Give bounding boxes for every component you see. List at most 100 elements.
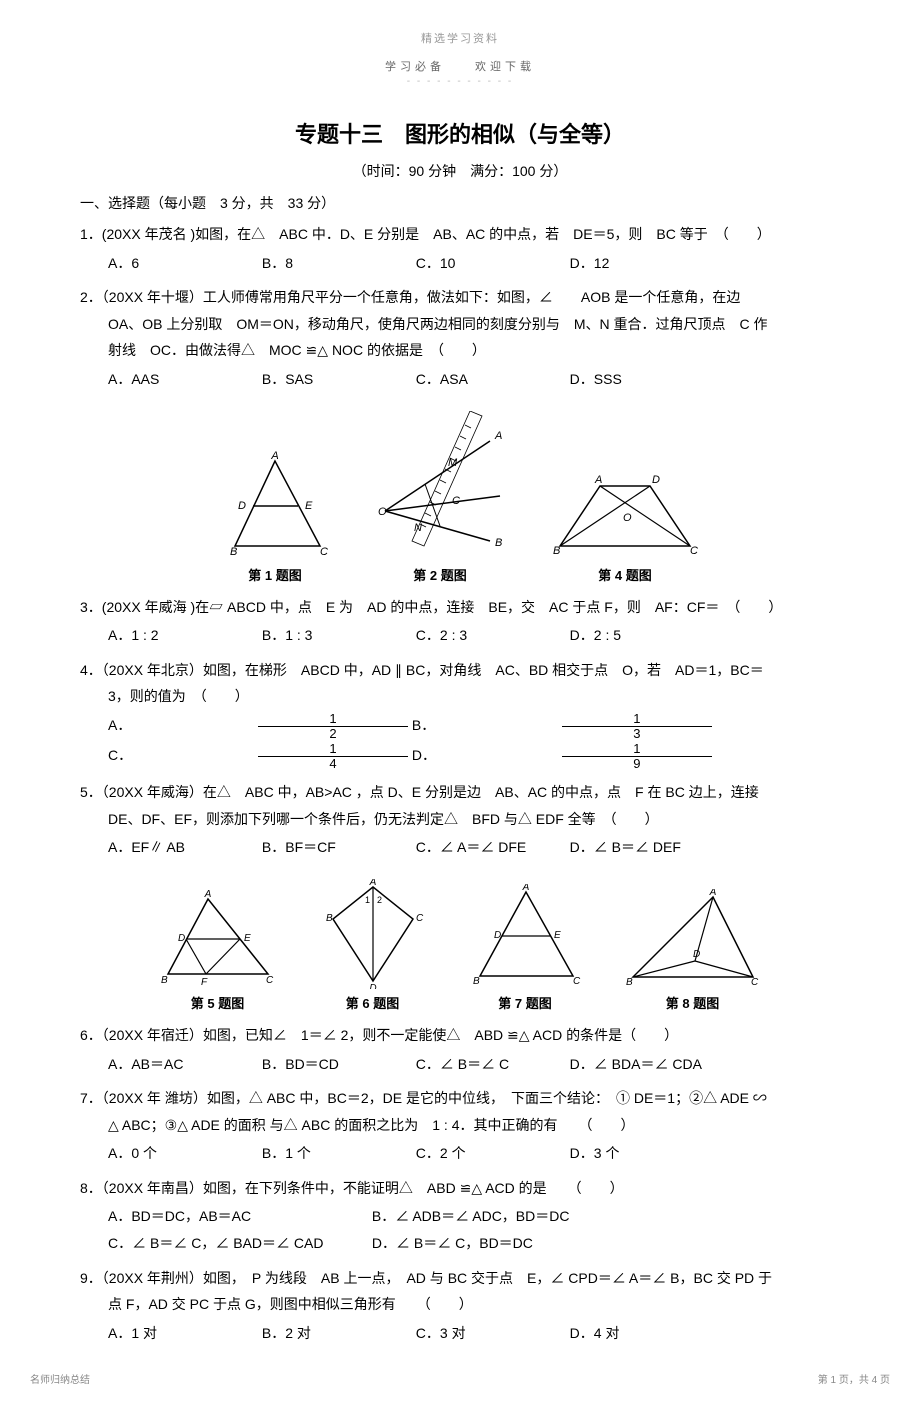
svg-text:C: C — [690, 545, 698, 557]
q8-opt-a: A．BD＝DC，AB＝AC — [108, 1203, 368, 1230]
svg-text:B: B — [626, 977, 633, 988]
q7-opt-c: C．2 个 — [416, 1140, 566, 1167]
page-footer: 名师归纳总结 第 1 页，共 4 页 — [30, 1371, 890, 1386]
q5-opt-c: C．∠ A＝∠ DFE — [416, 834, 566, 861]
q8-options: A．BD＝DC，AB＝AC B．∠ ADB＝∠ ADC，BD＝DC C．∠ B＝… — [80, 1203, 840, 1256]
q4-options: A．12 B．13 C．14 D．19 — [80, 712, 840, 771]
svg-text:D: D — [494, 930, 501, 941]
q7-stem-1: 7．（20XX 年 潍坊）如图，△ ABC 中，BC＝2，DE 是它的中位线， … — [80, 1085, 840, 1112]
q6-opt-a: A．AB＝AC — [108, 1051, 258, 1078]
q9-options: A．1 对 B．2 对 C．3 对 D．4 对 — [80, 1320, 840, 1347]
svg-text:A: A — [594, 474, 602, 486]
q6-options: A．AB＝AC B．BD＝CD C．∠ B＝∠ C D．∠ BDA＝∠ CDA — [80, 1051, 840, 1078]
q3-opt-d: D．2 : 5 — [570, 622, 720, 649]
footer-left: 名师归纳总结 — [30, 1371, 90, 1386]
q9-stem-1: 9．（20XX 年荆州）如图， P 为线段 AB 上一点， AD 与 BC 交于… — [80, 1265, 840, 1292]
trapezoid-icon: A D B C O — [550, 471, 700, 561]
question-6: 6．（20XX 年宿迁）如图，已知∠ 1＝∠ 2，则不一定能使△ ABD ≌△ … — [80, 1022, 840, 1077]
q2-stem-3: 射线 OC．由做法得△ MOC ≌△ NOC 的依据是 （ ） — [80, 337, 840, 364]
q8-opt-b: B．∠ ADB＝∠ ADC，BD＝DC — [372, 1203, 632, 1230]
q4-stem-2: 3，则的值为 （ ） — [80, 683, 840, 710]
triangle-def-icon: A D E B F C — [158, 889, 278, 989]
figure-row-2: A D E B F C 第 5 题图 A B C D 1 2 第 6 题图 A … — [80, 879, 840, 1012]
q9-opt-d: D．4 对 — [570, 1320, 720, 1347]
q7-opt-a: A．0 个 — [108, 1140, 258, 1167]
question-3: 3．(20XX 年威海 )在▱ ABCD 中，点 E 为 AD 的中点，连接 B… — [80, 594, 840, 649]
q7-opt-d: D．3 个 — [570, 1140, 720, 1167]
figure-q1: A D E B C 第 1 题图 — [220, 451, 330, 584]
triangle-midline-icon: A D E B C — [468, 884, 583, 989]
q7-stem-2: △ ABC；③△ ADE 的面积 与△ ABC 的面积之比为 1 : 4．其中正… — [80, 1112, 840, 1139]
q1-stem: 1．(20XX 年茂名 )如图，在△ ABC 中．D、E 分别是 AB、AC 的… — [80, 221, 840, 248]
svg-text:B: B — [326, 913, 333, 924]
q9-opt-a: A．1 对 — [108, 1320, 258, 1347]
svg-text:F: F — [201, 977, 208, 988]
svg-text:C: C — [320, 546, 328, 558]
q4-opt-a: A．12 — [108, 712, 408, 742]
fig4-caption: 第 4 题图 — [550, 565, 700, 584]
svg-text:C: C — [266, 975, 274, 986]
svg-text:O: O — [378, 506, 387, 518]
svg-text:C: C — [751, 977, 759, 988]
figure-q6: A B C D 1 2 第 6 题图 — [318, 879, 428, 1012]
q7-opt-b: B．1 个 — [262, 1140, 412, 1167]
q8-opt-c: C．∠ B＝∠ C，∠ BAD＝∠ CAD — [108, 1230, 368, 1257]
question-5: 5．（20XX 年威海）在△ ABC 中，AB>AC ，点 D、E 分别是边 A… — [80, 779, 840, 861]
svg-text:D: D — [238, 500, 246, 512]
q5-opt-b: B．BF＝CF — [262, 834, 412, 861]
fig7-caption: 第 7 题图 — [468, 993, 583, 1012]
doc-sub-note: 学习必备 欢迎下载 — [80, 58, 840, 74]
svg-text:C: C — [452, 495, 460, 507]
fig6-caption: 第 6 题图 — [318, 993, 428, 1012]
q2-opt-b: B．SAS — [262, 366, 412, 393]
svg-text:2: 2 — [377, 895, 382, 905]
q4-opt-d: D．19 — [412, 742, 712, 772]
q4-opt-b: B．13 — [412, 712, 712, 742]
q7-options: A．0 个 B．1 个 C．2 个 D．3 个 — [80, 1140, 840, 1167]
fig8-caption: 第 8 题图 — [623, 993, 763, 1012]
svg-text:C: C — [573, 976, 581, 987]
q4-stem-1: 4．（20XX 年北京）如图，在梯形 ABCD 中，AD ∥ BC，对角线 AC… — [80, 657, 840, 684]
q2-opt-c: C．ASA — [416, 366, 566, 393]
q9-opt-c: C．3 对 — [416, 1320, 566, 1347]
figure-q2: O A B M N C 第 2 题图 — [370, 411, 510, 584]
q1-opt-b: B．8 — [262, 250, 412, 277]
svg-text:B: B — [495, 537, 502, 549]
question-1: 1．(20XX 年茂名 )如图，在△ ABC 中．D、E 分别是 AB、AC 的… — [80, 221, 840, 276]
q2-options: A．AAS B．SAS C．ASA D．SSS — [80, 366, 840, 393]
q5-options: A．EF∥ AB B．BF＝CF C．∠ A＝∠ DFE D．∠ B＝∠ DEF — [80, 834, 840, 861]
figure-q5: A D E B F C 第 5 题图 — [158, 889, 278, 1012]
question-9: 9．（20XX 年荆州）如图， P 为线段 AB 上一点， AD 与 BC 交于… — [80, 1265, 840, 1347]
svg-text:B: B — [230, 546, 237, 558]
svg-text:E: E — [554, 930, 561, 941]
svg-text:A: A — [368, 879, 376, 888]
q2-opt-a: A．AAS — [108, 366, 258, 393]
q5-stem-1: 5．（20XX 年威海）在△ ABC 中，AB>AC ，点 D、E 分别是边 A… — [80, 779, 840, 806]
q1-opt-d: D．12 — [570, 250, 720, 277]
angle-bisector-icon: O A B M N C — [370, 411, 510, 561]
q8-opt-d: D．∠ B＝∠ C，BD＝DC — [372, 1230, 632, 1257]
q5-opt-d: D．∠ B＝∠ DEF — [570, 834, 720, 861]
question-2: 2．（20XX 年十堰）工人师傅常用角尺平分一个任意角，做法如下：如图，∠ AO… — [80, 284, 840, 392]
q2-opt-d: D．SSS — [570, 366, 720, 393]
svg-text:C: C — [416, 913, 424, 924]
svg-text:B: B — [553, 545, 560, 557]
q6-opt-c: C．∠ B＝∠ C — [416, 1051, 566, 1078]
section-heading: 一、选择题（每小题 3 分，共 33 分） — [80, 193, 840, 213]
q4-opt-c: C．14 — [108, 742, 408, 772]
figure-row-1: A D E B C 第 1 题图 O A B M — [80, 411, 840, 584]
svg-text:A: A — [494, 430, 502, 442]
svg-text:D: D — [369, 983, 376, 989]
svg-text:1: 1 — [365, 895, 370, 905]
q3-opt-c: C．2 : 3 — [416, 622, 566, 649]
svg-text:A: A — [270, 451, 278, 462]
q3-opt-a: A．1 : 2 — [108, 622, 258, 649]
figure-q7: A D E B C 第 7 题图 — [468, 884, 583, 1012]
svg-text:B: B — [473, 976, 480, 987]
fig2-caption: 第 2 题图 — [370, 565, 510, 584]
figure-q4: A D B C O 第 4 题图 — [550, 471, 700, 584]
q2-stem-2: OA、OB 上分别取 OM＝ON，移动角尺，使角尺两边相同的刻度分别与 M、N … — [80, 311, 840, 338]
q1-opt-a: A．6 — [108, 250, 258, 277]
q3-stem: 3．(20XX 年威海 )在▱ ABCD 中，点 E 为 AD 的中点，连接 B… — [80, 594, 840, 621]
svg-text:E: E — [305, 500, 313, 512]
